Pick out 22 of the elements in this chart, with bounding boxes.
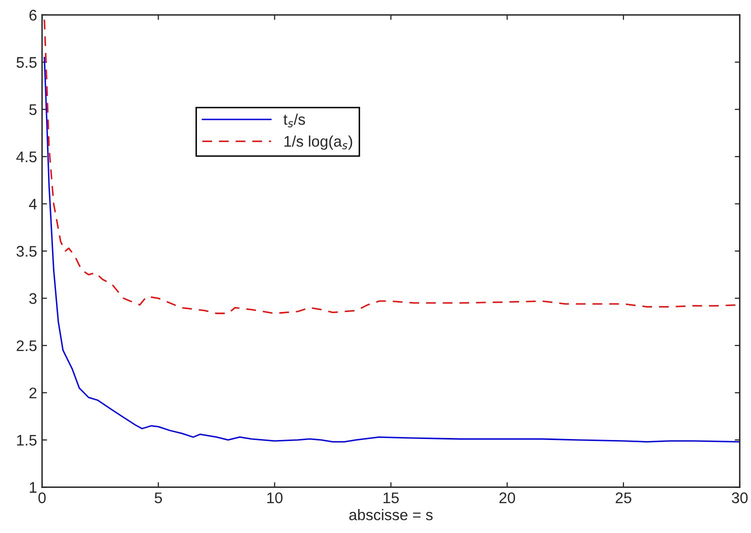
x-tick-label: 5 — [154, 492, 162, 504]
legend-label: t$_{s}$/s — [284, 114, 306, 128]
x-tick-label: 0 — [38, 492, 46, 504]
x-tick-label: 20 — [499, 492, 516, 504]
y-tick-label: 2.5 — [16, 340, 37, 352]
x-axis-title: abscisse = s — [349, 509, 433, 520]
y-tick-label: 4.5 — [16, 152, 37, 162]
y-tick-label: 5.5 — [16, 57, 37, 68]
y-tick-label: 2 — [29, 388, 36, 398]
x-tick-label: 25 — [616, 492, 632, 504]
y-tick-label: 1.5 — [17, 434, 37, 446]
y-tick-label: 5 — [29, 104, 37, 116]
x-tick-label: 10 — [267, 492, 283, 504]
line-series — [44, 56, 740, 443]
x-tick-label: 30 — [732, 492, 748, 504]
y-tick-label: 3 — [29, 293, 37, 304]
y-tick-label: 6 — [29, 10, 37, 21]
legend-label: 1/s log(a$_{s}$) — [284, 136, 352, 150]
y-tick-label: 4 — [29, 198, 37, 210]
y-tick-label: 1 — [30, 482, 36, 493]
x-tick-label: 15 — [384, 492, 399, 504]
y-tick-label: 3.5 — [16, 246, 37, 257]
